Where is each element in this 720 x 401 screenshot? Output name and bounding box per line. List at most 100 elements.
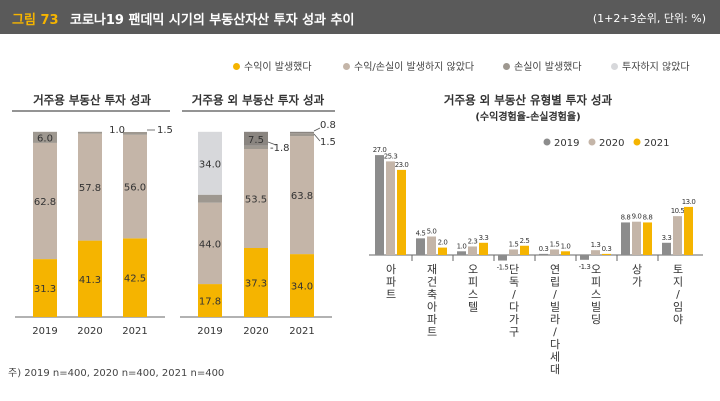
type-bar-6-2020 [632, 221, 641, 255]
nres-label-2021-s1: 63.8 [291, 191, 313, 202]
res-label-2020-s0: 41.3 [79, 275, 101, 286]
nres-bar-2019-s2 [198, 194, 222, 203]
type-bar-3-2021 [520, 245, 529, 255]
type-legend-dot-icon [543, 138, 551, 146]
res-bar-2021-s0 [123, 238, 147, 317]
type-label-1-2021: 2.0 [438, 239, 448, 247]
type-bar-5-2021 [602, 253, 611, 255]
type-label-7-2019: 3.3 [662, 234, 672, 242]
res-label-2019-s0: 31.3 [34, 284, 56, 295]
res-label-2019-s2: 6.0 [37, 133, 53, 144]
nres-label-2020-s0: 37.3 [245, 278, 267, 289]
type-legend-2019: 2019 [554, 138, 579, 149]
figure-title: 코로나19 팬데믹 시기의 부동산자산 투자 성과 추이 [70, 13, 355, 28]
type-label-2-2019: 1.0 [457, 242, 467, 250]
res-bar-2019-s2 [33, 131, 57, 143]
type-bar-5-2019 [580, 255, 589, 260]
res-bar-2021-s2 [123, 132, 147, 135]
type-label-2-2020: 2.3 [468, 237, 478, 245]
type-label-7-2020: 10.5 [671, 207, 685, 215]
panel-title-non-residential: 거주용 외 부동산 투자 성과 [192, 93, 325, 107]
nres-label-2020-s2: -1.8 [270, 143, 290, 154]
type-label-4-2019: 0.3 [539, 245, 549, 253]
type-label-6-2019: 8.8 [621, 213, 631, 221]
nres-xtick-2019: 2019 [197, 326, 222, 337]
nres-bar-2019-s1 [198, 202, 222, 285]
nres-label-2019-s1: 44.0 [199, 239, 221, 250]
plot-by-type: 27.025.323.0아 파 트4.5 5.02.0재 건 축 아 파 트1.02.3 3.3오… [369, 146, 703, 376]
type-bar-4-2019 [539, 253, 548, 255]
type-label-5-2021: 0.3 [602, 245, 612, 253]
type-xtick-4: 연 립 / 빌 라 / 다 세 대 [550, 263, 560, 376]
res-bar-2020-s0 [78, 240, 102, 317]
type-label-3-2021: 2.5 [520, 237, 530, 245]
panel-title-residential: 거주용 부동산 투자 성과 [33, 93, 151, 107]
type-label-3-2020: 1.5 [509, 240, 519, 248]
type-bar-5-2020 [591, 250, 600, 255]
res-bar-2019-s1 [33, 142, 57, 260]
res-label-2021-s1: 56.0 [124, 183, 146, 194]
res-bar-2021-s1 [123, 134, 147, 239]
type-label-4-2021: 1.0 [561, 242, 571, 250]
type-label-1-2019: 4.5 [416, 229, 426, 237]
type-label-5-2019: -1.3 [579, 263, 591, 271]
nres-xtick-2021: 2021 [289, 326, 314, 337]
legend-item-profit: 수익이 발생했다 [233, 58, 312, 73]
nres-bar-2021-s1 [290, 136, 314, 255]
type-bar-4-2020 [550, 249, 559, 255]
type-bar-0-2020 [386, 161, 395, 255]
type-label-0-2021: 23.0 [395, 161, 409, 169]
figure-header: 그림 73 코로나19 팬데믹 시기의 부동산자산 투자 성과 추이 (1+2+… [0, 0, 720, 34]
nres-bar-2020-s3 [244, 131, 268, 146]
nres-bar-2019-s4 [198, 131, 222, 195]
res-label-2020-s1: 57.8 [79, 183, 101, 194]
type-bar-1-2020 [427, 236, 436, 255]
panel-by-type: 거주용 외 부동산 유형별 투자 성과 (수익경험율-손실경험율) 2019 20… [369, 93, 703, 376]
res-bar-2020-s2 [78, 131, 102, 134]
type-bar-3-2019 [498, 255, 507, 261]
res-bar-2020-s1 [78, 133, 102, 241]
type-xtick-7: 토 지 / 임 야 [673, 263, 683, 326]
res-label-2021-s0: 42.5 [124, 274, 146, 285]
legend-item-neutral: 수익/손실이 발생하지 않았다 [343, 58, 474, 73]
type-legend-2020: 2020 [599, 138, 624, 149]
type-bar-0-2021 [397, 169, 406, 255]
nres-bar-2020-s2 [244, 145, 268, 150]
type-bar-4-2021 [561, 251, 570, 255]
nres-label-2021-s0: 34.0 [291, 282, 313, 293]
type-label-2-2021: 3.3 [479, 234, 489, 242]
nres-label-2019-s4: 34.0 [199, 159, 221, 170]
footnote: 주) 2019 n=400, 2020 n=400, 2021 n=400 [8, 368, 225, 379]
type-label-1-2020: 5.0 [427, 228, 437, 236]
res-label-2020-s2: 1.0 [109, 125, 125, 136]
type-bar-7-2019 [662, 242, 671, 255]
nres-label-2021-s3: 0.8 [320, 120, 336, 131]
panel-residential: 거주용 부동산 투자 성과 31.3 62.8 6.0 2019 41.3 57.8 202… [12, 93, 173, 337]
type-label-3-2019: -1.5 [497, 264, 509, 272]
legend: 수익이 발생했다 수익/손실이 발생하지 않았다 손실이 발생했다 투자하지 않… [0, 58, 720, 74]
panel-non-residential: 거주용 외 부동산 투자 성과 17.8 44.0 34.0 2019 37.3 53.5… [180, 93, 336, 337]
type-legend-2021: 2021 [644, 138, 669, 149]
legend-dot-icon [233, 62, 240, 70]
nres-label-2019-s0: 17.8 [199, 297, 221, 308]
type-legend-dot-icon [633, 138, 641, 146]
type-label-5-2020: 1.3 [591, 241, 601, 249]
res-xtick-2021: 2021 [122, 326, 147, 337]
type-xtick-3: 단 독 / 다 가 구 [509, 263, 519, 339]
type-bar-0-2019 [375, 155, 384, 255]
nres-bar-2020-s1 [244, 149, 268, 248]
nres-bar-2021-s0 [290, 254, 314, 317]
nres-bar-2021-s2 [290, 133, 314, 137]
figure-unit: (1+2+3순위, 단위: %) [592, 12, 706, 25]
type-bar-6-2019 [621, 222, 630, 255]
nres-bar-2020-s0 [244, 247, 268, 317]
type-bar-1-2019 [416, 238, 425, 255]
panel-subtitle-by-type: (수익경험율-손실경험율) [475, 110, 580, 123]
legend-dot-icon [503, 62, 510, 70]
nres-xtick-2020: 2020 [243, 326, 268, 337]
type-label-6-2020: 9.0 [632, 213, 642, 221]
